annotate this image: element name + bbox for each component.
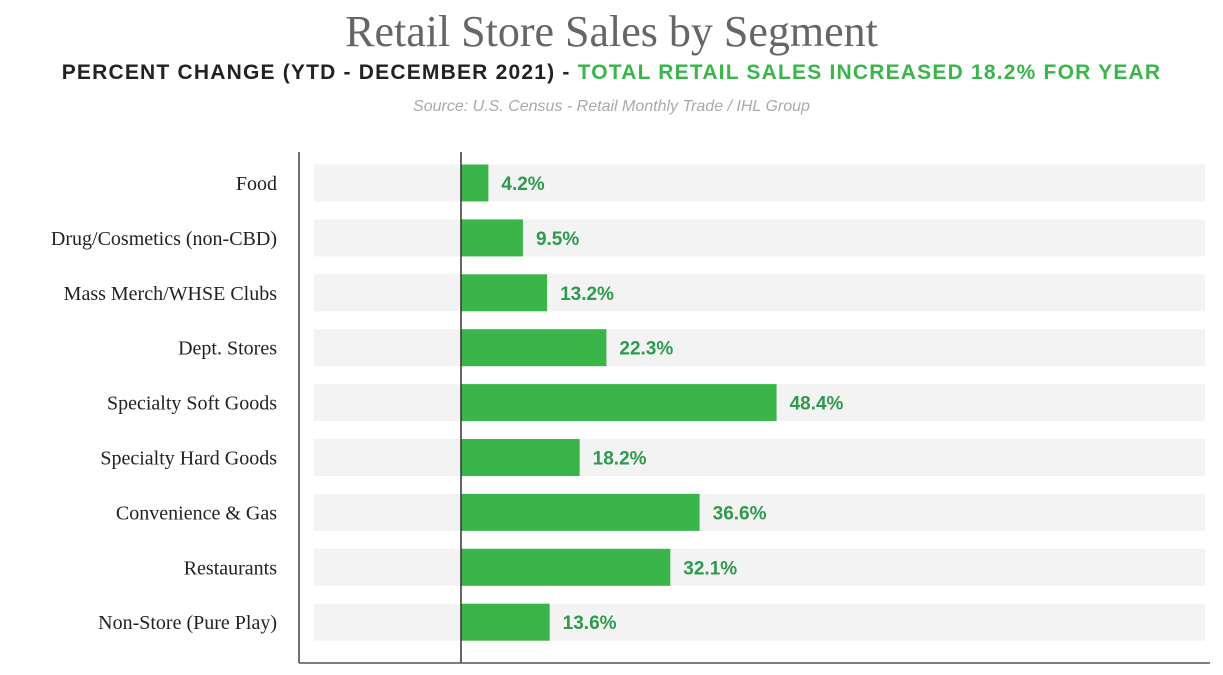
row-band xyxy=(314,219,1205,257)
data-label: 9.5% xyxy=(536,229,579,250)
category-label: Mass Merch/WHSE Clubs xyxy=(64,283,278,305)
row-band xyxy=(314,439,1205,476)
row-band xyxy=(314,548,1205,586)
category-label: Non-Store (Pure Play) xyxy=(98,612,277,634)
data-label: 4.2% xyxy=(501,174,544,195)
subtitle-text: PERCENT CHANGE (YTD - DECEMBER 2021) - xyxy=(61,61,571,84)
bar xyxy=(461,384,777,422)
bar xyxy=(461,219,523,257)
chart-subtitle: PERCENT CHANGE (YTD - DECEMBER 2021) - T… xyxy=(0,61,1223,85)
bar xyxy=(461,493,700,531)
row-band xyxy=(314,164,1205,202)
bar xyxy=(461,548,671,586)
row-band xyxy=(314,329,1205,367)
category-label: Food xyxy=(236,173,277,195)
category-label: Drug/Cosmetics (non-CBD) xyxy=(51,228,277,250)
data-label: 13.2% xyxy=(560,284,614,305)
data-label: 18.2% xyxy=(593,449,647,470)
category-label: Specialty Soft Goods xyxy=(107,393,277,415)
data-label: 13.6% xyxy=(563,613,617,634)
data-label: 22.3% xyxy=(619,339,673,360)
category-label: Convenience & Gas xyxy=(116,502,277,524)
data-label: 36.6% xyxy=(713,503,767,524)
category-label: Specialty Hard Goods xyxy=(100,448,277,470)
data-label: 48.4% xyxy=(790,394,844,415)
chart-title: Retail Store Sales by Segment xyxy=(345,7,878,56)
bar xyxy=(461,274,548,312)
bar xyxy=(461,164,489,202)
chart-source: Source: U.S. Census - Retail Monthly Tra… xyxy=(413,98,810,115)
row-band xyxy=(314,603,1205,641)
bar xyxy=(461,439,580,476)
data-label: 32.1% xyxy=(683,558,737,579)
subtitle-highlight: TOTAL RETAIL SALES INCREASED 18.2% FOR Y… xyxy=(577,61,1162,84)
category-label: Restaurants xyxy=(184,557,278,579)
row-band xyxy=(314,274,1205,312)
bar xyxy=(461,329,607,367)
category-label: Dept. Stores xyxy=(178,338,277,360)
bar xyxy=(461,603,550,641)
